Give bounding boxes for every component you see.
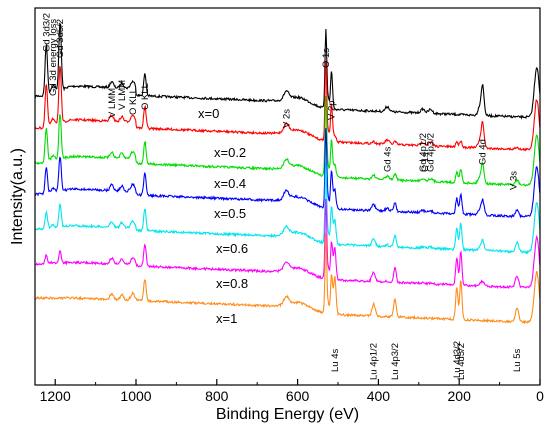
x-axis-ticks: 1200 1000 800 600 400 200 0 bbox=[40, 379, 544, 404]
series-label: x=0.4 bbox=[214, 176, 246, 191]
series-label: x=0.5 bbox=[214, 206, 246, 221]
peak-annotation: V LMM bbox=[107, 88, 118, 118]
series-line bbox=[35, 233, 541, 325]
x-tick-label: 0 bbox=[536, 388, 544, 404]
x-axis-title: Binding Energy (eV) bbox=[216, 406, 359, 423]
y-axis-title: Intensity(a.u.) bbox=[9, 148, 26, 245]
x-tick-label: 1200 bbox=[40, 388, 71, 404]
x-tick-label: 1000 bbox=[120, 388, 151, 404]
peak-annotation: Lu 4p3/2 bbox=[390, 343, 401, 380]
x-tick-label: 400 bbox=[367, 388, 391, 404]
spectra-group bbox=[34, 22, 541, 325]
series-label: x=0.8 bbox=[216, 276, 248, 291]
series-label: x=1 bbox=[216, 311, 237, 326]
series-label: x=0.2 bbox=[214, 145, 246, 160]
peak-annotation: C 1s bbox=[420, 152, 431, 172]
peak-annotation: Gd 3d energy loss bbox=[48, 19, 59, 96]
peak-annotation: V 2p bbox=[327, 100, 338, 120]
x-tick-label: 800 bbox=[205, 388, 229, 404]
peak-annotation: O KLL bbox=[140, 83, 151, 110]
peak-annotation: V LMM bbox=[117, 80, 128, 110]
series-line bbox=[34, 162, 541, 255]
peak-annotation: Lu 4s bbox=[330, 349, 341, 372]
series-line bbox=[34, 22, 541, 120]
peak-annotation: V 2s bbox=[281, 109, 292, 128]
peak-annotation: Lu 5s bbox=[512, 349, 523, 372]
peak-annotation: Lu 4d3/2 bbox=[452, 341, 463, 378]
plot-frame bbox=[34, 7, 541, 386]
series-label: x=0 bbox=[198, 106, 219, 121]
series-labels: x=0 x=0.2 x=0.4 x=0.5 x=0.6 x=0.8 x=1 bbox=[198, 106, 248, 326]
x-tick-label: 600 bbox=[286, 388, 310, 404]
series-line bbox=[34, 60, 541, 152]
peak-annotation: Gd 4d bbox=[478, 139, 489, 165]
peak-annotation: O 1s bbox=[321, 48, 332, 68]
x-tick-label: 200 bbox=[448, 388, 472, 404]
peak-annotation: Gd 4s bbox=[382, 146, 393, 172]
peak-annotation: Gd 3d5/2 bbox=[55, 19, 66, 58]
peak-annotation: Gd 3d3/2 bbox=[41, 13, 52, 52]
peak-annotation: Gd 4p1/2 bbox=[418, 133, 429, 172]
peak-annotation: V 3s bbox=[508, 171, 519, 190]
series-line bbox=[34, 128, 541, 219]
series-line bbox=[34, 198, 541, 290]
peak-annotation: O KLL bbox=[128, 88, 139, 115]
peak-annotation: Gd 4p3/2 bbox=[426, 133, 437, 172]
series-line bbox=[34, 96, 541, 187]
series-label: x=0.6 bbox=[216, 241, 248, 256]
peak-annotation: Lu 4d5/2 bbox=[456, 343, 467, 380]
peak-annotation: Lu 4p1/2 bbox=[369, 343, 380, 380]
